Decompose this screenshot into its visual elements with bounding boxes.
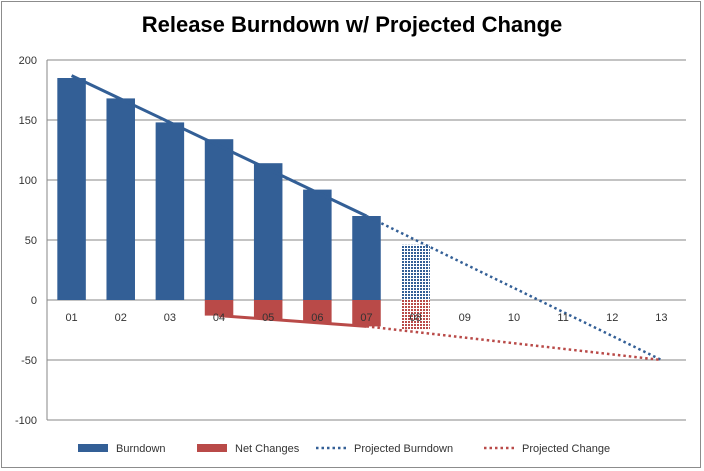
x-tick-label: 07 [360,312,372,324]
x-tick-label: 04 [213,312,225,324]
x-tick-label: 06 [311,312,323,324]
y-tick-label: -50 [21,355,37,367]
bar [253,300,283,320]
bar [204,139,234,300]
bar [57,78,86,300]
projected-bar [401,244,430,300]
x-tick-label: 08 [410,312,422,324]
trend-line [218,314,367,328]
bar-layer [57,78,430,330]
x-tick-label: 12 [606,312,618,324]
bar [303,189,332,300]
bar [106,98,135,301]
projected-bar [401,300,430,330]
x-tick-label: 05 [262,312,274,324]
line-layer [70,74,662,362]
bar [352,216,381,300]
bar [253,163,283,300]
y-tick-label: 200 [19,55,37,67]
x-tick-label: 11 [557,312,568,324]
legend-swatch [78,444,108,452]
legend-label: Burndown [116,443,166,455]
chart-title: Release Burndown w/ Projected Change [141,12,563,37]
bar [155,122,185,301]
x-tick-label: 03 [164,312,176,324]
trend-line [70,74,368,218]
x-tick-label: 01 [65,312,77,324]
legend-label: Projected Burndown [354,443,453,455]
x-tick-label: 10 [508,312,520,324]
x-tick-label: 09 [459,312,471,324]
bar [303,300,332,323]
y-tick-label: -100 [15,415,37,427]
legend-label: Net Changes [235,443,300,455]
bar [204,300,234,316]
x-tick-layer: 01 02 03 04 05 06 07 08 09 10 11 12 13 [65,312,667,324]
y-tick-label: 100 [19,175,37,187]
legend-label: Projected Change [522,443,610,455]
projected-trend-line [366,325,662,362]
bar [352,300,381,327]
y-tick-label: 50 [25,235,37,247]
legend: Burndown Net Changes Projected Burndown Pro… [78,443,610,455]
x-tick-label: 02 [115,312,127,324]
legend-swatch [197,444,227,452]
y-tick-label: 0 [31,295,37,307]
y-tick-layer: -100 -50 0 50 100 150 200 [15,55,37,427]
y-tick-label: 150 [19,115,37,127]
x-tick-label: 13 [655,312,667,324]
